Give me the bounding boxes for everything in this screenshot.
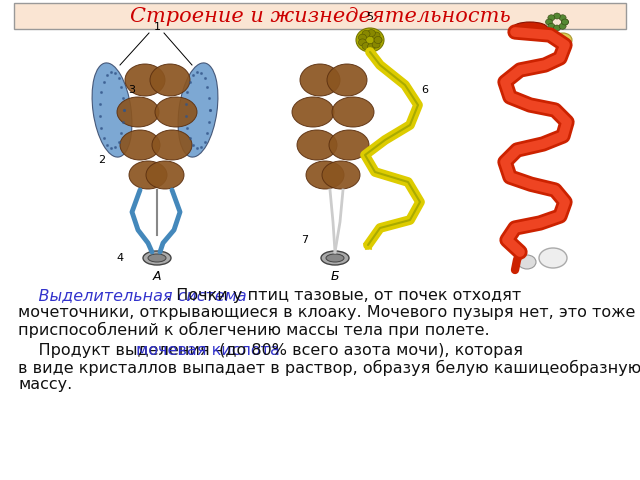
Ellipse shape (513, 22, 547, 34)
Text: А: А (153, 270, 161, 283)
Ellipse shape (292, 97, 334, 127)
Ellipse shape (554, 33, 572, 47)
Ellipse shape (332, 97, 374, 127)
Ellipse shape (329, 130, 369, 160)
Ellipse shape (554, 13, 561, 19)
Ellipse shape (548, 23, 555, 29)
Ellipse shape (129, 161, 167, 189)
Text: (до 80% всего азота мочи), которая: (до 80% всего азота мочи), которая (214, 343, 523, 358)
Text: . Почки у птиц тазовые, от почек отходят: . Почки у птиц тазовые, от почек отходят (166, 288, 521, 303)
Ellipse shape (358, 39, 367, 46)
Ellipse shape (559, 23, 566, 29)
Ellipse shape (150, 64, 190, 96)
Ellipse shape (356, 28, 384, 52)
Ellipse shape (146, 161, 184, 189)
Ellipse shape (362, 30, 370, 37)
Text: мочевая кислота: мочевая кислота (136, 343, 280, 358)
Ellipse shape (374, 36, 382, 44)
Text: Выделительная система: Выделительная система (18, 288, 246, 303)
Ellipse shape (561, 19, 568, 25)
Ellipse shape (117, 97, 159, 127)
Text: 4: 4 (116, 253, 124, 263)
Text: 5: 5 (367, 12, 374, 22)
Ellipse shape (300, 64, 340, 96)
Ellipse shape (554, 25, 561, 31)
Ellipse shape (374, 36, 382, 44)
Text: 2: 2 (99, 155, 106, 165)
Ellipse shape (125, 64, 165, 96)
Text: массу.: массу. (18, 377, 72, 392)
Ellipse shape (561, 19, 568, 25)
Text: мочеточники, открывающиеся в клоаку. Мочевого пузыря нет, это тоже одно из: мочеточники, открывающиеся в клоаку. Моч… (18, 305, 640, 320)
Text: 3: 3 (129, 85, 136, 95)
Ellipse shape (358, 34, 367, 41)
Ellipse shape (372, 32, 380, 39)
Ellipse shape (152, 130, 192, 160)
Text: Б: Б (331, 270, 339, 283)
Ellipse shape (297, 130, 337, 160)
Text: Строение и жизнедеятельность: Строение и жизнедеятельность (130, 7, 510, 25)
Ellipse shape (321, 251, 349, 265)
Ellipse shape (372, 41, 380, 48)
Ellipse shape (306, 161, 344, 189)
Ellipse shape (539, 248, 567, 268)
Ellipse shape (367, 30, 376, 36)
Ellipse shape (148, 254, 166, 262)
Text: приспособлений к облегчению массы тела при полете.: приспособлений к облегчению массы тела п… (18, 322, 490, 338)
Ellipse shape (548, 15, 555, 21)
Text: 7: 7 (301, 235, 308, 245)
Text: Продукт выделения –: Продукт выделения – (18, 343, 228, 358)
Text: 6: 6 (422, 85, 429, 95)
Ellipse shape (559, 15, 566, 21)
Ellipse shape (178, 63, 218, 157)
Ellipse shape (545, 19, 552, 25)
Ellipse shape (92, 63, 132, 157)
Ellipse shape (362, 43, 370, 49)
Text: 1: 1 (154, 22, 161, 32)
Ellipse shape (322, 161, 360, 189)
Ellipse shape (367, 43, 376, 50)
Ellipse shape (143, 251, 171, 265)
FancyBboxPatch shape (14, 3, 626, 29)
Ellipse shape (327, 64, 367, 96)
Text: в виде кристаллов выпадает в раствор, образуя белую кашицеобразную: в виде кристаллов выпадает в раствор, об… (18, 360, 640, 376)
Ellipse shape (326, 254, 344, 262)
Ellipse shape (120, 130, 160, 160)
Ellipse shape (518, 255, 536, 269)
Ellipse shape (155, 97, 197, 127)
